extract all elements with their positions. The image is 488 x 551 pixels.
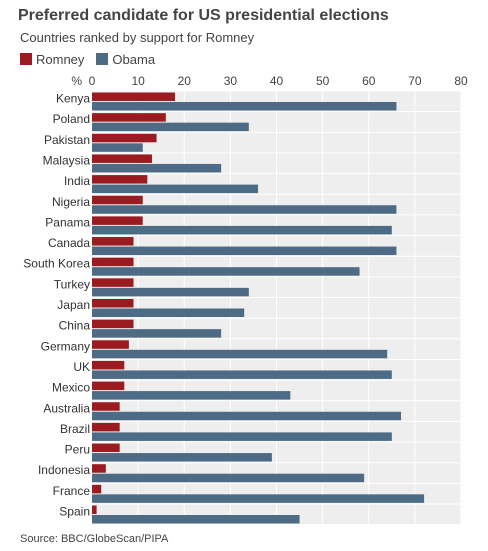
category-label: Germany [41, 339, 90, 353]
category-label: Poland [53, 112, 90, 126]
bar-romney [92, 92, 176, 101]
bar-romney [92, 175, 148, 184]
source-note: Source: BBC/GlobeScan/PIPA [20, 533, 169, 545]
x-tick-label: 40 [270, 74, 284, 88]
x-tick-label: 80 [454, 74, 468, 88]
legend-label-romney: Romney [36, 51, 85, 67]
legend-swatch-obama [96, 53, 109, 65]
category-label: Spain [59, 505, 90, 519]
chart-title: Preferred candidate for US presidential … [18, 7, 389, 24]
bar-obama [92, 370, 392, 379]
bar-obama [92, 225, 392, 235]
bar-obama [92, 329, 222, 338]
category-label: China [59, 319, 91, 333]
x-tick-label: 20 [178, 74, 192, 88]
bar-obama [92, 349, 388, 359]
category-label: Kenya [56, 92, 90, 106]
category-label: Pakistan [44, 133, 90, 147]
category-label: France [53, 484, 91, 498]
bar-romney [92, 340, 129, 349]
x-tick-label: 70 [408, 74, 422, 88]
category-label: Indonesia [38, 463, 90, 477]
bar-obama [92, 184, 259, 194]
bar-romney [92, 443, 120, 453]
bar-romney [92, 464, 106, 473]
category-label: Australia [43, 401, 90, 415]
bar-romney [92, 319, 134, 329]
bar-chart: % 0 10 20 30 40 50 60 70 80 Kenya Poland Pakistan Mal… [23, 74, 468, 526]
legend-swatch-romney [20, 53, 32, 65]
axis-unit-label: % [71, 74, 82, 88]
bar-obama [92, 267, 360, 276]
chart-subtitle: Countries ranked by support for Romney [20, 30, 255, 45]
bar-romney [92, 484, 102, 494]
bar-obama [92, 391, 291, 400]
bar-obama [92, 163, 222, 173]
bar-obama [92, 287, 249, 297]
chart-legend: Romney Obama [20, 51, 167, 67]
bar-obama [92, 473, 365, 483]
category-label: South Korea [23, 257, 90, 271]
bar-obama [92, 494, 425, 503]
category-label: Mexico [52, 381, 90, 395]
bar-romney [92, 195, 143, 205]
bar-obama [92, 453, 272, 462]
bar-obama [92, 411, 402, 421]
bar-romney [92, 257, 134, 267]
bar-romney [92, 381, 125, 391]
x-tick-label: 60 [362, 74, 376, 88]
category-label: Canada [48, 236, 90, 250]
category-label: India [64, 174, 90, 188]
legend-label-obama: Obama [112, 51, 156, 67]
x-tick-label: 0 [89, 74, 96, 88]
category-label: Nigeria [52, 195, 90, 209]
bar-romney [92, 133, 157, 143]
category-label: UK [73, 360, 90, 374]
bar-obama [92, 515, 300, 524]
bar-romney [92, 422, 120, 432]
legend-item-obama: Obama [96, 52, 155, 67]
x-tick-label: 50 [316, 74, 330, 88]
bar-romney [92, 237, 134, 246]
bar-romney [92, 113, 166, 122]
bar-romney [92, 278, 134, 287]
bar-obama [92, 143, 143, 152]
category-label: Peru [65, 443, 90, 457]
bar-obama [92, 246, 397, 256]
category-label: Panama [45, 215, 90, 229]
bar-romney [92, 505, 97, 514]
category-label: Brazil [60, 422, 90, 436]
bar-obama [92, 205, 397, 214]
bar-obama [92, 432, 392, 441]
category-label: Turkey [54, 277, 90, 291]
bar-romney [92, 402, 120, 411]
x-tick-label: 10 [131, 74, 145, 88]
bar-obama [92, 122, 249, 132]
bar-romney [92, 360, 125, 370]
category-label: Japan [57, 298, 90, 312]
x-tick-label: 30 [224, 74, 238, 88]
bar-romney [92, 216, 143, 225]
bar-romney [92, 154, 152, 163]
category-label: Malaysia [43, 153, 91, 167]
bar-obama [92, 308, 245, 317]
bar-obama [92, 102, 397, 111]
bar-romney [92, 299, 134, 308]
legend-item-romney: Romney [20, 52, 84, 67]
